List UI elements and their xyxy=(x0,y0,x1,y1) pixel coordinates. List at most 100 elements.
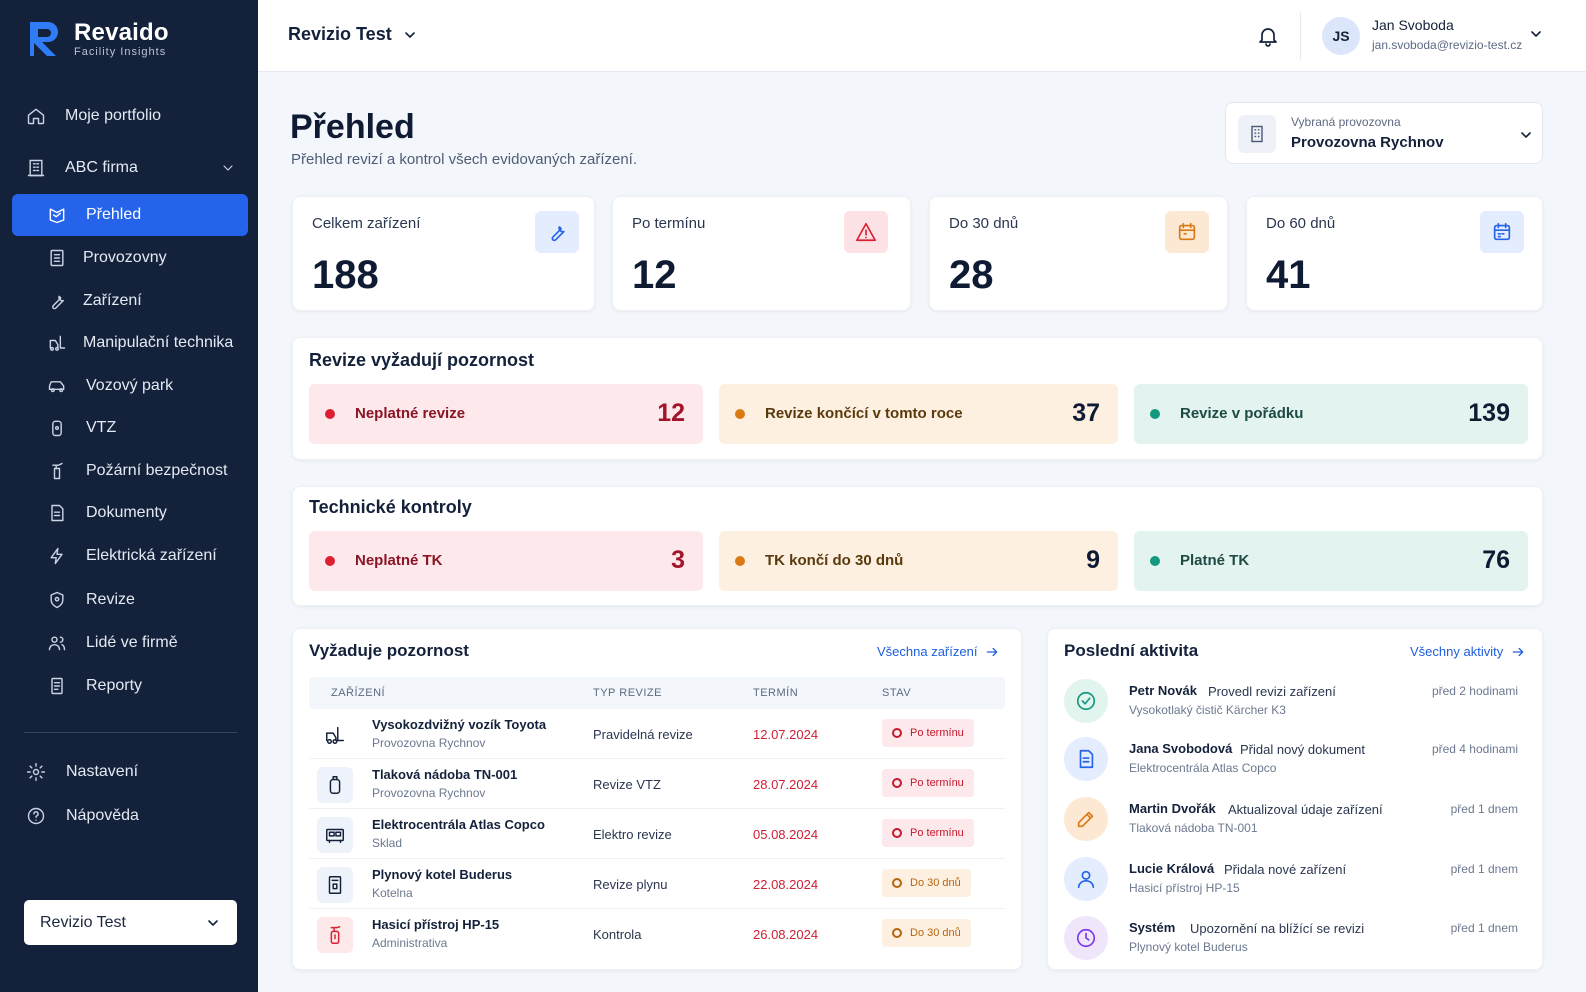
device-name: Vysokozdvižný vozík Toyota xyxy=(372,717,547,732)
sidebar-item-label: Revize xyxy=(86,591,135,608)
chevron-down-icon[interactable] xyxy=(1528,26,1544,42)
table-row[interactable]: Vysokozdvižný vozík Toyota Provozovna Ry… xyxy=(309,709,1005,759)
sidebar-item-label: Nápověda xyxy=(66,807,139,824)
revisions-ending-this-year[interactable]: Revize končící v tomto roce 37 xyxy=(719,384,1118,444)
user-email: jan.svoboda@revizio-test.cz xyxy=(1372,38,1523,52)
sidebar-item-portfolio[interactable]: Moje portfolio xyxy=(0,95,258,137)
status-dot xyxy=(735,556,745,566)
site-select[interactable]: Vybraná provozovna Provozovna Rychnov xyxy=(1225,102,1543,164)
stat-label: Celkem zařízení xyxy=(312,215,421,232)
sidebar-item-label: Manipulační technika xyxy=(83,334,234,351)
sidebar-item-napoveda[interactable]: Nápověda xyxy=(0,795,258,837)
sidebar-item-provozovny[interactable]: Provozovny xyxy=(0,237,258,279)
site-select-label: Vybraná provozovna xyxy=(1291,115,1401,129)
help-icon xyxy=(24,804,48,828)
all-activities-link[interactable]: Všechny aktivity xyxy=(1410,644,1525,659)
sidebar-item-abc-firma[interactable]: ABC firma xyxy=(0,147,258,189)
pill-label: Neplatné TK xyxy=(355,552,443,569)
chevron-down-icon xyxy=(216,156,240,180)
sidebar-item-vtz[interactable]: VTZ xyxy=(0,407,258,449)
page-title: Přehled xyxy=(290,108,415,146)
pill-value: 3 xyxy=(671,546,685,574)
device-name: Tlaková nádoba TN-001 xyxy=(372,767,518,782)
tk-ending-30-days[interactable]: TK končí do 30 dnů 9 xyxy=(719,531,1118,591)
table-row[interactable]: Tlaková nádoba TN-001 Provozovna Rychnov… xyxy=(309,759,1005,809)
sidebar-item-reporty[interactable]: Reporty xyxy=(0,665,258,707)
table-row[interactable]: Plynový kotel Buderus Kotelna Revize ply… xyxy=(309,859,1005,909)
car-icon xyxy=(45,374,69,398)
stat-value: 188 xyxy=(312,253,379,297)
nav-active-highlight xyxy=(12,194,248,236)
revisions-invalid[interactable]: Neplatné revize 12 xyxy=(309,384,703,444)
table-row[interactable]: Elektrocentrála Atlas Copco Sklad Elektr… xyxy=(309,809,1005,859)
activity-user: Martin Dvořák xyxy=(1129,801,1216,816)
stat-card-60-days[interactable]: Do 60 dnů 41 xyxy=(1246,196,1543,311)
device-site: Sklad xyxy=(372,836,403,850)
home-icon xyxy=(24,104,48,128)
activity-item[interactable]: Petr Novák Provedl revizi zařízení Vysok… xyxy=(1064,679,1528,737)
sidebar-item-lide-ve-firme[interactable]: Lidé ve firmě xyxy=(0,622,258,664)
due-date: 22.08.2024 xyxy=(753,877,819,892)
activity-item[interactable]: Jana Svobodová Přidal nový dokument Elek… xyxy=(1064,737,1528,795)
due-date: 05.08.2024 xyxy=(753,827,819,842)
arrow-right-icon xyxy=(987,647,999,656)
notification-bell-icon[interactable] xyxy=(1256,24,1280,48)
activity-time: před 2 hodinami xyxy=(1431,684,1518,698)
calendar-icon xyxy=(1480,211,1524,253)
activity-detail: Plynový kotel Buderus xyxy=(1129,940,1248,954)
sidebar-item-label: Lidé ve firmě xyxy=(86,634,178,651)
activity-time: před 1 dnem xyxy=(1450,921,1518,935)
building-icon xyxy=(24,156,48,180)
avatar[interactable]: JS xyxy=(1322,17,1360,55)
sidebar-item-label: VTZ xyxy=(86,419,117,436)
arrow-right-icon xyxy=(1512,647,1524,656)
activity-user: Jana Svobodová xyxy=(1129,741,1233,756)
activity-item[interactable]: Martin Dvořák Aktualizoval údaje zařízen… xyxy=(1064,797,1528,855)
brand-logo[interactable]: Revaido Facility Insights xyxy=(28,20,169,58)
sidebar-item-revize[interactable]: Revize xyxy=(0,579,258,621)
check-circle-icon xyxy=(1064,679,1108,723)
sidebar-item-nastaveni[interactable]: Nastavení xyxy=(0,751,258,793)
status-badge: Po termínu xyxy=(882,719,974,747)
device-site: Kotelna xyxy=(372,886,413,900)
sidebar-item-dokumenty[interactable]: Dokumenty xyxy=(0,492,258,534)
pill-value: 37 xyxy=(1072,399,1100,427)
link-label: Všechna zařízení xyxy=(877,644,978,659)
sidebar-item-pozarni-bezpecnost[interactable]: Požární bezpečnost xyxy=(0,450,258,492)
revisions-ok[interactable]: Revize v pořádku 139 xyxy=(1134,384,1528,444)
revision-type: Revize VTZ xyxy=(593,777,661,792)
device-site: Provozovna Rychnov xyxy=(372,736,486,750)
organization-select[interactable]: Revizio Test xyxy=(24,900,237,945)
building-icon xyxy=(1238,115,1276,153)
activity-detail: Tlaková nádoba TN-001 xyxy=(1129,821,1258,835)
sidebar-item-vozovy-park[interactable]: Vozový park xyxy=(0,365,258,407)
tk-invalid[interactable]: Neplatné TK 3 xyxy=(309,531,703,591)
all-devices-link[interactable]: Všechna zařízení xyxy=(877,644,999,659)
sidebar-item-zarizeni[interactable]: Zařízení xyxy=(0,280,258,322)
sidebar-item-label: Požární bezpečnost xyxy=(86,462,228,479)
revision-type: Elektro revize xyxy=(593,827,672,842)
stat-card-total[interactable]: Celkem zařízení 188 xyxy=(292,196,595,311)
stat-label: Do 60 dnů xyxy=(1266,215,1336,232)
activity-item[interactable]: Lucie Králová Přidala nové zařízení Hasi… xyxy=(1064,857,1528,915)
sidebar-item-manipulacni-technika[interactable]: Manipulační technika xyxy=(0,322,258,364)
activity-action: Přidala nové zařízení xyxy=(1224,862,1347,877)
activity-user: Petr Novák xyxy=(1129,683,1197,698)
stat-card-30-days[interactable]: Do 30 dnů 28 xyxy=(929,196,1228,311)
stat-card-overdue[interactable]: Po termínu 12 xyxy=(612,196,911,311)
activity-item[interactable]: Systém Upozornění na blížící se revizi P… xyxy=(1064,916,1528,974)
wrench-icon xyxy=(45,289,69,313)
generator-icon xyxy=(317,817,353,853)
extinguisher-icon xyxy=(317,917,353,953)
column-header: TERMÍN xyxy=(753,687,799,699)
sidebar-item-prehled[interactable]: Přehled xyxy=(0,194,258,236)
sidebar-item-label: ABC firma xyxy=(65,159,138,176)
pill-label: Neplatné revize xyxy=(355,405,466,422)
project-switcher[interactable]: Revizio Test xyxy=(288,24,418,45)
due-date: 12.07.2024 xyxy=(753,727,819,742)
lightning-icon xyxy=(45,544,69,568)
table-row[interactable]: Hasicí přístroj HP-15 Administrativa Kon… xyxy=(309,909,1005,959)
sidebar-item-elektricka-zarizeni[interactable]: Elektrická zařízení xyxy=(0,535,258,577)
status-dot xyxy=(735,409,745,419)
tk-valid[interactable]: Platné TK 76 xyxy=(1134,531,1528,591)
